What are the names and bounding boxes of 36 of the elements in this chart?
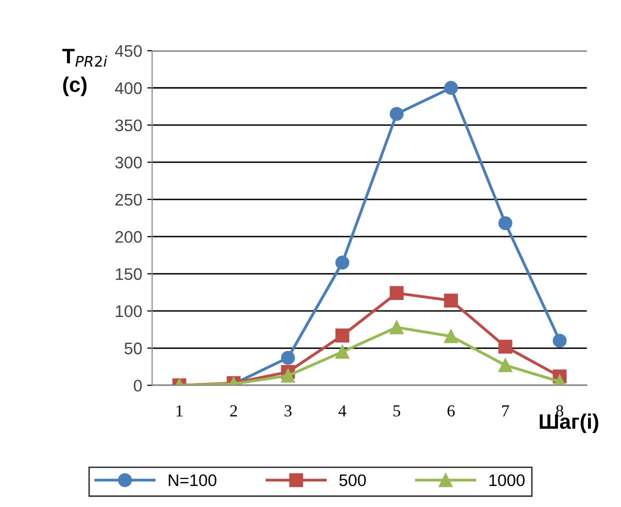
- point: [498, 358, 512, 372]
- point: [335, 344, 350, 359]
- legend-label: 1000: [489, 474, 525, 486]
- point: [552, 334, 567, 348]
- point: [390, 106, 404, 121]
- point: [498, 216, 512, 230]
- point: [444, 329, 458, 344]
- point: [281, 368, 295, 383]
- point: [444, 294, 458, 308]
- y-tick-label: 350: [115, 119, 142, 132]
- point: [390, 286, 404, 300]
- y-tick-label: 150: [116, 268, 142, 280]
- y-tick-label: 100: [116, 305, 142, 318]
- y-tick-label: 450: [115, 45, 142, 57]
- y-tick-label: 250: [115, 194, 142, 206]
- point: [444, 80, 458, 95]
- x-tick-label: 3: [284, 405, 292, 416]
- point: [281, 350, 295, 365]
- x-tick-label: 7: [502, 405, 510, 416]
- y-axis-title: T$_{PR2i}$ (c): [62, 48, 108, 96]
- legend-label: 500: [339, 474, 366, 486]
- y-tick-label: 200: [115, 231, 142, 243]
- x-tick-label: 6: [448, 405, 455, 416]
- point: [498, 340, 512, 354]
- x-tick-label: 2: [230, 405, 237, 416]
- legend-label: N=100: [168, 474, 216, 486]
- y-tick-label: 0: [134, 380, 142, 392]
- y-tick-label: 300: [115, 156, 142, 168]
- x-tick-label: 5: [393, 405, 400, 416]
- y-tick-label: 50: [124, 342, 142, 354]
- x-tick-label: 1: [176, 405, 182, 416]
- point: [335, 256, 350, 270]
- point: [390, 320, 404, 334]
- point: [335, 328, 350, 342]
- y-tick-label: 400: [115, 82, 142, 94]
- x-tick-label: 4: [338, 405, 346, 416]
